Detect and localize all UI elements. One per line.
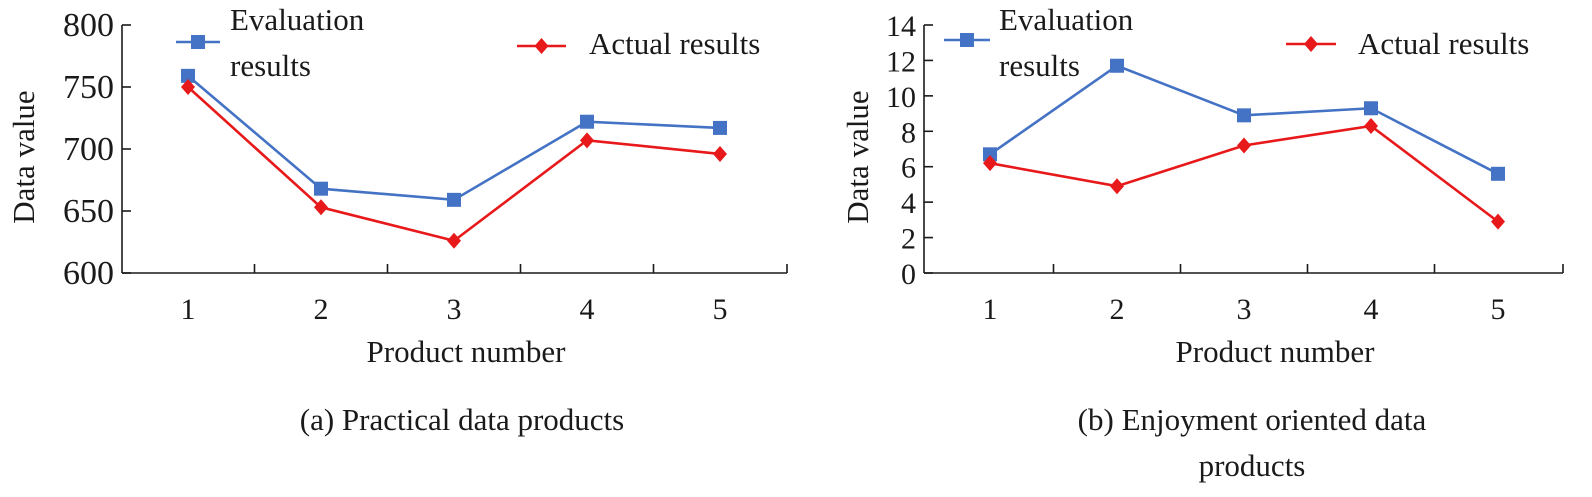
x-tick-label: 1 (983, 293, 998, 326)
y-tick-label: 800 (63, 7, 114, 44)
x-tick-label: 2 (314, 293, 329, 326)
data-point-evaluation (181, 68, 195, 83)
data-point-evaluation (580, 114, 594, 129)
data-point-evaluation (713, 120, 727, 135)
y-tick-label: 600 (63, 255, 114, 292)
data-point-actual (314, 199, 328, 216)
legend-label: Evaluation results (230, 2, 365, 83)
y-tick-label: 4 (901, 187, 916, 220)
legend-label: Actual results (589, 26, 760, 61)
y-tick-label: 8 (901, 116, 916, 149)
legend-label: Actual results (1358, 26, 1529, 61)
y-tick-label: 12 (886, 45, 916, 78)
y-tick-label: 0 (901, 258, 916, 291)
series-line-evaluation (187, 74, 721, 202)
x-axis-label: Product number (367, 334, 567, 369)
data-point-evaluation (1110, 58, 1124, 73)
chart-panel-a: 600 650 700 750 800 1 2 3 4 5 Product number Data v… (6, 2, 788, 437)
data-point-actual (1110, 178, 1124, 195)
legend-marker-square (191, 35, 205, 49)
y-tick-label: 700 (63, 131, 114, 168)
x-tick-label: 5 (713, 293, 728, 326)
y-axis-label: Data value (6, 90, 41, 223)
y-tick-label: 10 (886, 81, 916, 114)
data-point-actual (580, 132, 594, 149)
x-tick-label: 4 (1364, 293, 1379, 326)
data-point-actual (1364, 117, 1378, 134)
data-point-evaluation (447, 192, 461, 207)
data-point-actual (713, 145, 727, 162)
data-point-evaluation (983, 147, 997, 162)
data-point-actual (181, 79, 195, 95)
data-point-evaluation (314, 181, 328, 196)
x-tick-label: 3 (447, 293, 462, 326)
y-tick-label: 14 (886, 10, 916, 43)
x-tick-label: 2 (1110, 293, 1125, 326)
chart-caption: (a) Practical data products (300, 402, 625, 437)
data-point-actual (1491, 213, 1505, 230)
y-axis-label: Data value (840, 90, 875, 223)
legend-marker-square (960, 33, 974, 47)
data-point-evaluation (1491, 166, 1505, 181)
x-tick-label: 5 (1491, 293, 1506, 326)
data-point-actual (1237, 137, 1251, 154)
legend-marker-diamond (1304, 36, 1318, 52)
x-axis-label: Product number (1176, 334, 1376, 369)
legend-marker-diamond (534, 38, 549, 54)
y-tick-label: 6 (901, 152, 916, 185)
chart-caption: (b) Enjoyment oriented data products (1078, 402, 1427, 483)
y-tick-label: 750 (63, 69, 114, 106)
data-point-evaluation (1237, 108, 1251, 123)
x-tick-label: 4 (580, 293, 595, 326)
data-point-actual (447, 232, 461, 249)
data-point-actual (983, 155, 997, 172)
series-line-actual (187, 86, 721, 243)
data-point-evaluation (1364, 101, 1378, 116)
y-tick-label: 2 (901, 223, 916, 256)
legend-label: Evaluation results (999, 2, 1134, 83)
x-tick-label: 3 (1237, 293, 1252, 326)
y-tick-label: 650 (63, 193, 114, 230)
x-tick-label: 1 (181, 293, 196, 326)
